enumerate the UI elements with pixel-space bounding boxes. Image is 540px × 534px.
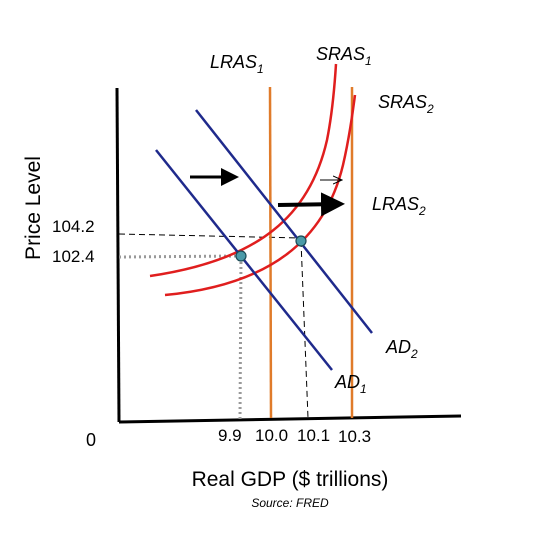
equilibrium-point-1 bbox=[235, 250, 247, 262]
lras1-label: LRAS1 bbox=[210, 52, 264, 76]
ad1-label: AD1 bbox=[334, 372, 367, 396]
guide-102-4-horizontal bbox=[118, 254, 242, 259]
y-tick-label-104-2: 104.2 bbox=[52, 217, 95, 236]
sras2-label: SRAS2 bbox=[378, 92, 434, 116]
guide-9-9-vertical bbox=[238, 256, 243, 421]
ad2-line bbox=[195, 109, 373, 334]
sras1-label: SRAS1 bbox=[316, 44, 372, 68]
lras2-label: LRAS2 bbox=[372, 194, 426, 218]
x-tick-label-9-9: 9.9 bbox=[218, 426, 242, 445]
lras1-line bbox=[268, 86, 273, 419]
as-shift-arrow bbox=[277, 192, 345, 217]
guide-10-1-vertical bbox=[300, 240, 309, 419]
y-axis-title: Price Level bbox=[22, 156, 45, 260]
guide-104-2-horizontal bbox=[118, 233, 302, 239]
equilibrium-point-2 bbox=[295, 235, 307, 247]
sras1-curve bbox=[149, 63, 338, 278]
y-axis bbox=[115, 87, 121, 423]
x-tick-label-10-3: 10.3 bbox=[338, 427, 371, 446]
x-tick-label-10-0: 10.0 bbox=[255, 426, 288, 445]
x-tick-label-10-1: 10.1 bbox=[297, 426, 330, 445]
y-tick-label-102-4: 102.4 bbox=[52, 247, 95, 266]
source-note: Source: FRED bbox=[251, 496, 329, 510]
ad2-label: AD2 bbox=[385, 337, 418, 361]
origin-label: 0 bbox=[86, 430, 96, 450]
x-axis bbox=[118, 414, 462, 424]
x-axis-title: Real GDP ($ trillions) bbox=[192, 468, 389, 491]
